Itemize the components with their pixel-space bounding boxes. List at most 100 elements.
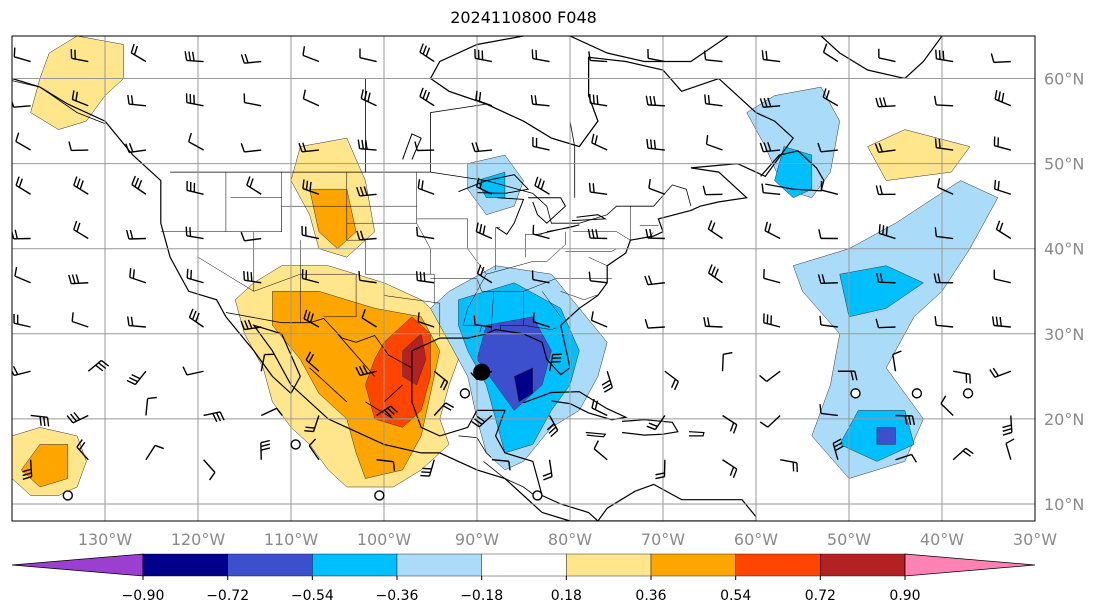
wind-barb: [301, 269, 320, 284]
barb-feather: [390, 405, 398, 413]
colorbar-label: −0.54: [291, 588, 334, 604]
barb-feather: [591, 228, 595, 239]
colorbar-segment: [820, 553, 906, 577]
barb-staff: [878, 326, 896, 329]
barb-staff: [994, 188, 1012, 195]
barb-feather: [421, 471, 431, 474]
wind-barb: [548, 353, 562, 372]
barb-feather: [703, 50, 707, 60]
barb-feather: [707, 94, 711, 105]
wind-barb: [185, 226, 204, 240]
barb-feather: [260, 447, 271, 451]
wind-barb: [644, 275, 665, 286]
barb-staff: [936, 324, 954, 328]
barb-staff: [71, 320, 89, 328]
wind-barb: [588, 182, 608, 195]
barb-feather: [442, 405, 452, 411]
barb-feather: [602, 383, 612, 390]
barb-feather: [475, 177, 480, 187]
wind-barb: [588, 51, 608, 63]
wind-barb: [702, 185, 723, 196]
barb-feather: [892, 350, 902, 356]
barb-feather: [540, 180, 545, 190]
colorbar-label: 0.72: [805, 588, 836, 604]
wind-barb: [707, 220, 723, 240]
barb-feather: [189, 227, 192, 237]
barb-staff: [71, 282, 89, 285]
wind-barb: [761, 50, 781, 63]
wind-barb: [433, 370, 449, 391]
barb-staff: [823, 51, 839, 63]
barb-staff: [590, 59, 608, 63]
wind-barb: [30, 414, 50, 427]
barb-feather: [125, 229, 130, 240]
barb-staff: [302, 277, 320, 284]
state-line: [416, 172, 431, 275]
barb-feather: [188, 51, 192, 61]
state-line: [253, 231, 357, 292]
barb-feather: [878, 142, 884, 153]
wind-barb: [68, 141, 89, 152]
barb-staff: [590, 191, 608, 195]
wind-barb: [376, 405, 398, 418]
wind-barb: [764, 221, 781, 240]
barb-feather: [191, 51, 195, 62]
wind-barb: [874, 142, 896, 153]
barb-staff: [244, 60, 262, 64]
barb-staff: [708, 272, 723, 284]
barb-feather: [12, 366, 19, 375]
state-line: [588, 256, 608, 266]
barb-feather: [298, 142, 303, 153]
barb-feather: [761, 183, 764, 193]
barb-staff: [878, 105, 896, 108]
barb-staff: [591, 319, 608, 328]
wind-barbs: [12, 43, 1015, 481]
barb-feather: [710, 222, 716, 232]
wind-barb: [534, 176, 550, 195]
barb-staff: [647, 104, 665, 107]
wind-barb: [301, 225, 320, 240]
barb-feather: [940, 395, 947, 405]
barb-feather: [822, 43, 828, 53]
barb-feather: [419, 271, 422, 281]
barb-feather: [276, 407, 283, 417]
barb-feather: [133, 45, 138, 56]
barb-feather: [999, 316, 1003, 327]
barb-staff: [134, 370, 147, 385]
lat-label: 20°N: [1044, 410, 1084, 429]
barb-staff: [953, 370, 971, 376]
barb-feather: [649, 229, 653, 239]
barb-staff: [244, 326, 262, 331]
barb-feather: [764, 221, 769, 231]
wind-barb: [832, 438, 844, 460]
wind-barb: [763, 269, 781, 284]
wind-barb: [260, 353, 274, 372]
wind-barb: [145, 396, 157, 416]
barb-feather: [589, 93, 592, 104]
coast-newfoundland: [760, 150, 825, 192]
colorbar-label: −0.90: [122, 588, 165, 604]
barb-feather: [817, 274, 822, 284]
barb-feather: [356, 186, 361, 197]
state-line: [630, 205, 649, 241]
wind-barb: [188, 308, 204, 328]
longitude-labels: 130°W 120°W 110°W 100°W 90°W 80°W 70°W 60°W 50°W…: [78, 530, 1057, 549]
barb-staff: [780, 459, 798, 464]
lon-label: 100°W: [357, 530, 412, 549]
barb-feather: [588, 182, 592, 193]
state-line: [541, 291, 561, 317]
wind-barb: [126, 370, 147, 386]
barb-feather: [590, 311, 594, 321]
barb-feather: [309, 181, 312, 192]
wind-barb: [420, 459, 435, 477]
wind-barb: [532, 137, 550, 151]
barb-feather: [439, 379, 446, 389]
barb-staff: [13, 322, 31, 328]
wind-barb: [417, 312, 435, 328]
wind-barb: [13, 313, 31, 328]
shade-alaska-positive: [30, 36, 124, 130]
barb-feather: [935, 49, 938, 59]
lon-label: 90°W: [455, 530, 499, 549]
coast-baffin: [569, 36, 729, 63]
barb-feather: [767, 97, 772, 107]
